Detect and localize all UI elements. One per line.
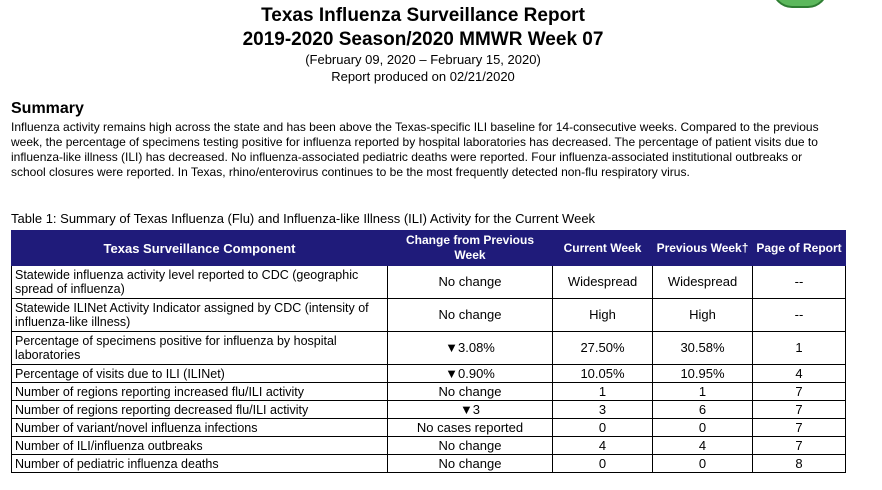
cell-current: High — [552, 298, 653, 332]
cell-component: Percentage of visits due to ILI (ILINet) — [11, 364, 388, 383]
table-row: Number of variant/novel influenza infect… — [11, 418, 846, 437]
cell-page: 7 — [752, 418, 846, 437]
table-caption: Table 1: Summary of Texas Influenza (Flu… — [11, 211, 596, 226]
surveillance-summary-table: Texas Surveillance Component Change from… — [11, 230, 846, 473]
cell-previous: 1 — [652, 382, 753, 401]
cell-page: 7 — [752, 436, 846, 455]
header-page-of-report: Page of Report — [752, 230, 846, 266]
summary-text: Influenza activity remains high across t… — [11, 120, 819, 179]
cell-current: 0 — [552, 418, 653, 437]
cell-page: 4 — [752, 364, 846, 383]
cell-page: 7 — [752, 400, 846, 419]
table-row: Number of ILI/influenza outbreaks No cha… — [11, 436, 846, 455]
cell-previous: 0 — [652, 454, 753, 473]
cell-change: No change — [387, 454, 553, 473]
header-previous-week: Previous Week† — [652, 230, 753, 266]
cell-previous: Widespread — [652, 265, 753, 299]
cell-change: No change — [387, 265, 553, 299]
cell-current: 3 — [552, 400, 653, 419]
cell-current: 1 — [552, 382, 653, 401]
cell-previous: 4 — [652, 436, 753, 455]
summary-heading: Summary — [11, 100, 84, 117]
cell-change: No change — [387, 382, 553, 401]
table-row: Number of regions reporting decreased fl… — [11, 400, 846, 419]
cell-component: Number of pediatric influenza deaths — [11, 454, 388, 473]
cell-component: Percentage of specimens positive for inf… — [11, 331, 388, 365]
cell-page: 1 — [752, 331, 846, 365]
report-subtitle: 2019-2020 Season/2020 MMWR Week 07 — [242, 29, 604, 50]
cell-change: ▼0.90% — [387, 364, 553, 383]
table-row: Statewide ILINet Activity Indicator assi… — [11, 298, 846, 332]
cell-previous: 0 — [652, 418, 753, 437]
cell-page: 7 — [752, 382, 846, 401]
table-row: Number of regions reporting increased fl… — [11, 382, 846, 401]
cell-component: Number of regions reporting increased fl… — [11, 382, 388, 401]
cell-component: Statewide ILINet Activity Indicator assi… — [11, 298, 388, 332]
date-range: (February 09, 2020 – February 15, 2020) — [305, 52, 541, 67]
cell-component: Number of ILI/influenza outbreaks — [11, 436, 388, 455]
cell-current: 4 — [552, 436, 653, 455]
cell-previous: 30.58% — [652, 331, 753, 365]
report-header: Texas Influenza Surveillance Report 2019… — [0, 4, 846, 85]
cell-previous: High — [652, 298, 753, 332]
report-title: Texas Influenza Surveillance Report — [261, 5, 585, 26]
cell-change: No change — [387, 436, 553, 455]
cell-page: -- — [752, 265, 846, 299]
header-change: Change from Previous Week — [387, 230, 553, 266]
table-row: Number of pediatric influenza deaths No … — [11, 454, 846, 473]
cell-current: Widespread — [552, 265, 653, 299]
table-header-row: Texas Surveillance Component Change from… — [11, 230, 846, 266]
cell-current: 10.05% — [552, 364, 653, 383]
report-produced-date: Report produced on 02/21/2020 — [331, 69, 515, 84]
cell-current: 0 — [552, 454, 653, 473]
cell-change: No change — [387, 298, 553, 332]
cell-page: -- — [752, 298, 846, 332]
cell-previous: 10.95% — [652, 364, 753, 383]
header-current-week: Current Week — [552, 230, 653, 266]
table-row: Percentage of visits due to ILI (ILINet)… — [11, 364, 846, 383]
cell-page: 8 — [752, 454, 846, 473]
table-row: Statewide influenza activity level repor… — [11, 265, 846, 299]
cell-previous: 6 — [652, 400, 753, 419]
cell-component: Number of variant/novel influenza infect… — [11, 418, 388, 437]
cell-change: No cases reported — [387, 418, 553, 437]
cell-current: 27.50% — [552, 331, 653, 365]
table-row: Percentage of specimens positive for inf… — [11, 331, 846, 365]
cell-change: ▼3 — [387, 400, 553, 419]
header-component: Texas Surveillance Component — [11, 230, 388, 266]
cell-component: Number of regions reporting decreased fl… — [11, 400, 388, 419]
cell-change: ▼3.08% — [387, 331, 553, 365]
cell-component: Statewide influenza activity level repor… — [11, 265, 388, 299]
